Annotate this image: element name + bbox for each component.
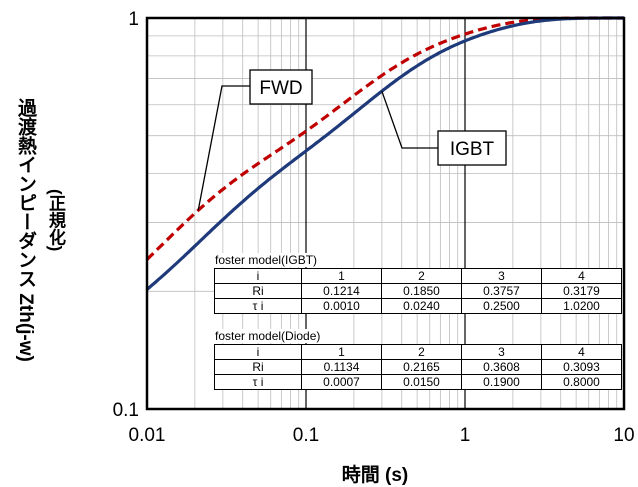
igbt-label-box bbox=[437, 130, 507, 166]
table-cell: 2 bbox=[381, 344, 462, 360]
series-line-igbt bbox=[145, 16, 624, 291]
diode-table-title: foster model(Diode) bbox=[213, 329, 323, 343]
igbt-series-label: IGBT bbox=[450, 139, 495, 160]
table-cell: 0.2500 bbox=[461, 298, 542, 314]
table-cell: 0.0010 bbox=[301, 298, 382, 314]
table-cell: Ri bbox=[214, 283, 302, 299]
fwd-series-label: FWD bbox=[259, 78, 302, 99]
table-cell: 1 bbox=[301, 268, 382, 284]
table-cell: 0.2165 bbox=[381, 359, 462, 375]
table-cell: 0.0240 bbox=[381, 298, 462, 314]
table-cell: 0.1850 bbox=[381, 283, 462, 299]
x-axis-label: 時間 (s) bbox=[341, 465, 409, 486]
y-tick-label: 0.1 bbox=[113, 400, 139, 421]
y-axis-label: 過渡熱インピーダンス Zth(j-w) bbox=[15, 98, 36, 362]
y-axis-sublabel: (正規化) bbox=[46, 188, 65, 252]
table-cell: 0.0150 bbox=[381, 374, 462, 390]
table-cell: 0.1214 bbox=[301, 283, 382, 299]
table-cell: 0.3608 bbox=[461, 359, 542, 375]
diode-foster-table: i 1 2 3 4 Ri 0.1134 0.2165 0.3608 0.3093… bbox=[214, 344, 622, 390]
x-tick-label: 1 bbox=[460, 425, 471, 446]
table-cell: 2 bbox=[381, 268, 462, 284]
table-cell: 3 bbox=[461, 268, 542, 284]
table-cell: 0.1134 bbox=[301, 359, 382, 375]
table-cell: 0.0007 bbox=[301, 374, 382, 390]
table-cell: 0.1900 bbox=[461, 374, 542, 390]
y-tick-label: 1 bbox=[128, 9, 139, 30]
table-cell: i bbox=[214, 268, 302, 284]
table-row: i 1 2 3 4 bbox=[214, 268, 622, 284]
table-cell: 0.3757 bbox=[461, 283, 542, 299]
table-cell: 0.3179 bbox=[541, 283, 622, 299]
table-row: τ i 0.0010 0.0240 0.2500 1.0200 bbox=[214, 298, 622, 314]
table-cell: 0.8000 bbox=[541, 374, 622, 390]
table-row: Ri 0.1134 0.2165 0.3608 0.3093 bbox=[214, 359, 622, 375]
igbt-table-title: foster model(IGBT) bbox=[213, 253, 320, 267]
fwd-label-box bbox=[249, 69, 313, 105]
table-cell: 4 bbox=[541, 344, 622, 360]
table-row: τ i 0.0007 0.0150 0.1900 0.8000 bbox=[214, 374, 622, 390]
table-cell: 0.3093 bbox=[541, 359, 622, 375]
igbt-foster-table: i 1 2 3 4 Ri 0.1214 0.1850 0.3757 0.3179… bbox=[214, 268, 622, 314]
table-cell: 4 bbox=[541, 268, 622, 284]
table-cell: 1.0200 bbox=[541, 298, 622, 314]
table-cell: 1 bbox=[301, 344, 382, 360]
table-row: Ri 0.1214 0.1850 0.3757 0.3179 bbox=[214, 283, 622, 299]
x-tick-label: 10 bbox=[613, 425, 634, 446]
table-cell: i bbox=[214, 344, 302, 360]
fwd-leader-line bbox=[197, 85, 250, 211]
table-cell: τ i bbox=[214, 298, 302, 314]
plot-frame bbox=[145, 16, 626, 411]
table-row: i 1 2 3 4 bbox=[214, 344, 622, 360]
x-tick-label: 0.1 bbox=[293, 425, 319, 446]
table-cell: τ i bbox=[214, 374, 302, 390]
table-cell: Ri bbox=[214, 359, 302, 375]
igbt-leader-line bbox=[381, 90, 438, 149]
table-cell: 3 bbox=[461, 344, 542, 360]
x-tick-label: 0.01 bbox=[129, 425, 166, 446]
